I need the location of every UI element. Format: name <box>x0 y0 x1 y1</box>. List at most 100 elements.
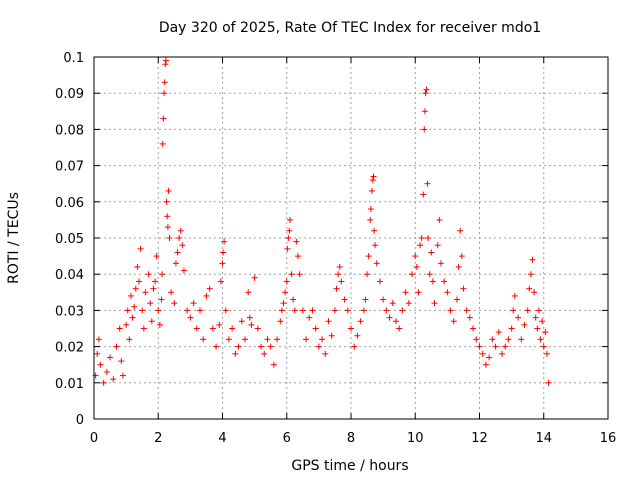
data-point <box>534 325 541 332</box>
data-point <box>103 368 110 375</box>
data-point <box>264 336 271 343</box>
data-point <box>110 376 117 383</box>
data-point <box>396 325 403 332</box>
data-point <box>405 300 412 307</box>
data-point <box>420 191 427 198</box>
data-point <box>362 296 369 303</box>
data-point <box>486 354 493 361</box>
data-point <box>174 249 181 256</box>
data-point <box>502 343 509 350</box>
data-point <box>258 343 265 350</box>
data-point <box>543 350 550 357</box>
axis-ticks: 0 2 4 6 8 10 12 14 16 0 0.01 0.02 0.03 0.04 0.05 0.06 0.… <box>55 51 616 446</box>
data-point <box>113 343 120 350</box>
data-point <box>441 278 448 285</box>
data-point <box>437 260 444 267</box>
data-point <box>515 314 522 321</box>
data-point <box>370 173 377 180</box>
data-point <box>291 307 298 314</box>
data-point <box>285 235 292 241</box>
data-point <box>319 336 326 343</box>
data-point <box>222 307 229 314</box>
data-point <box>95 336 102 343</box>
data-point <box>351 343 358 350</box>
data-point <box>365 253 372 260</box>
data-point <box>163 198 170 205</box>
data-point <box>164 224 171 231</box>
data-point <box>184 307 191 314</box>
data-point <box>156 321 163 328</box>
data-point <box>180 267 187 274</box>
data-point <box>535 307 542 314</box>
x-tick-label: 0 <box>90 431 98 446</box>
data-point <box>127 292 134 299</box>
data-point <box>251 274 258 281</box>
data-point <box>280 300 287 307</box>
data-point <box>455 263 462 270</box>
chart-title: Day 320 of 2025, Rate Of TEC Index for r… <box>159 20 541 36</box>
data-point <box>209 325 216 332</box>
data-point <box>274 336 281 343</box>
x-tick-label: 16 <box>600 431 617 446</box>
data-point <box>431 300 438 307</box>
data-point <box>309 307 316 314</box>
data-point <box>466 314 473 321</box>
data-point <box>354 332 361 339</box>
data-point <box>421 126 428 133</box>
y-tick-label: 0 <box>76 413 84 428</box>
data-point <box>158 296 165 303</box>
data-point <box>540 343 547 350</box>
data-point <box>286 227 293 234</box>
data-point <box>229 325 236 332</box>
data-point <box>333 285 340 292</box>
data-point <box>360 307 367 314</box>
data-point <box>341 296 348 303</box>
data-point <box>454 296 461 303</box>
data-point <box>539 318 546 325</box>
data-point <box>389 300 396 307</box>
y-tick-label: 0.1 <box>63 51 84 66</box>
x-tick-label: 6 <box>283 431 291 446</box>
data-point <box>217 278 224 285</box>
data-point <box>518 336 525 343</box>
data-point <box>290 296 297 303</box>
data-point <box>107 354 114 361</box>
data-point <box>118 358 125 365</box>
data-point <box>425 235 432 241</box>
data-point <box>458 253 465 260</box>
data-point <box>492 343 499 350</box>
data-point <box>428 249 435 256</box>
data-point <box>303 336 310 343</box>
data-point <box>476 343 483 350</box>
data-point <box>338 278 345 285</box>
x-tick-label: 14 <box>535 431 552 446</box>
data-point <box>213 343 220 350</box>
data-point <box>166 235 173 241</box>
data-point <box>460 285 467 292</box>
y-tick-label: 0.03 <box>55 304 84 319</box>
data-point <box>159 140 166 147</box>
data-point <box>422 90 429 97</box>
data-point <box>537 336 544 343</box>
data-point <box>139 307 146 314</box>
data-point <box>221 238 228 245</box>
data-point <box>505 336 512 343</box>
data-point <box>424 180 431 187</box>
data-point <box>470 325 477 332</box>
data-point <box>278 307 285 314</box>
data-point <box>150 285 157 292</box>
data-point <box>145 271 152 278</box>
data-point <box>124 307 131 314</box>
data-point <box>119 372 126 379</box>
data-point <box>293 238 300 245</box>
data-point <box>383 307 390 314</box>
x-tick-label: 10 <box>407 431 424 446</box>
data-point <box>325 318 332 325</box>
data-point <box>344 307 351 314</box>
data-point <box>526 285 533 292</box>
data-point <box>423 86 430 93</box>
data-point <box>447 307 454 314</box>
data-point <box>315 343 322 350</box>
data-point <box>413 263 420 270</box>
x-tick-label: 12 <box>471 431 488 446</box>
